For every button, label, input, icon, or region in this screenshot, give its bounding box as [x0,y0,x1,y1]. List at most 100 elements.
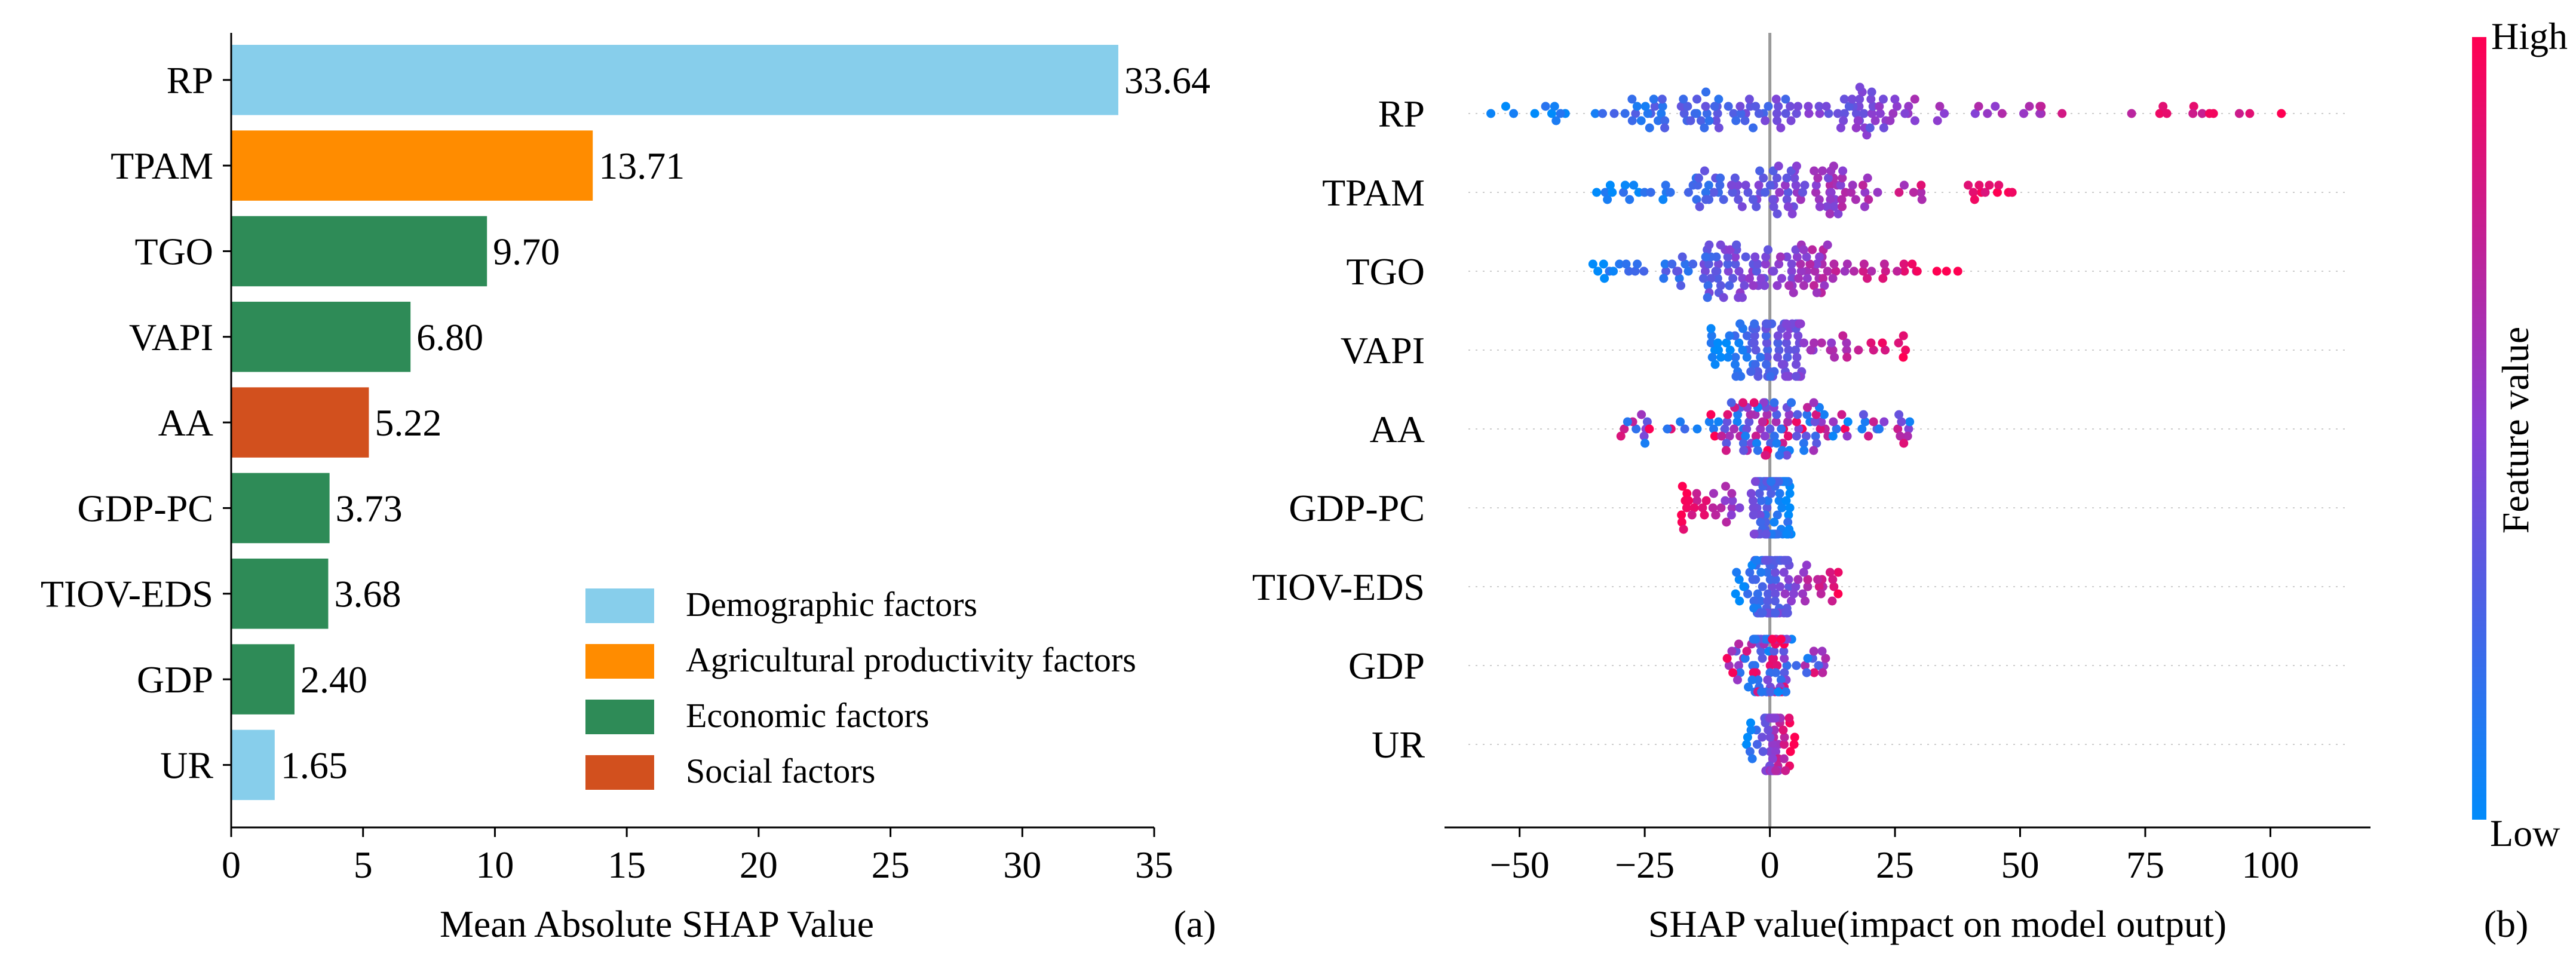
shap-dot-rp [1740,116,1750,125]
shap-dot-tpam [1692,195,1701,204]
shap-dot-gdp [1781,687,1790,697]
x-axis-title: SHAP value(impact on model output) [1648,903,2227,945]
shap-dot-ur [1758,732,1767,742]
shap-dot-rp [1888,109,1898,118]
shap-dot-tgo [1704,240,1714,250]
x-tick-label-0: −50 [1490,844,1550,886]
shap-dot-gdp-pc [1682,489,1692,498]
shap-dot-aa [1893,424,1903,434]
category-label-ur: UR [160,744,213,786]
shap-dot-tiov-eds [1825,568,1835,577]
shap-dot-tpam [1666,188,1675,197]
shap-dot-tpam [1826,188,1836,197]
shap-dot-aa [1741,431,1750,441]
shap-dot-vapi [1762,319,1771,329]
shap-dot-gdp-pc [1727,489,1737,498]
shap-dot-tiov-eds [1784,582,1794,591]
shap-dot-aa [1616,431,1626,441]
shap-dot-vapi [1750,331,1759,341]
shap-dot-gdp [1776,675,1786,685]
shap-dot-tgo [1630,266,1640,276]
shap-dot-rp [1865,123,1875,133]
category-label-tgo: TGO [134,230,213,272]
shap-dot-ur [1771,766,1780,775]
shap-dot-gdp-pc [1716,503,1726,513]
shap-dot-vapi [1810,338,1819,348]
shap-dot-vapi [1731,372,1741,381]
shap-dot-tiov-eds [1767,582,1777,591]
shap-dot-tgo [1725,245,1735,255]
shap-dot-ur [1770,725,1779,735]
shap-dot-tgo [1775,252,1785,262]
shap-dot-rp [2234,109,2244,118]
shap-dot-tpam [1772,209,1782,219]
shap-dot-rp [1870,116,1880,125]
shap-dot-vapi [1750,319,1759,329]
shap-dot-gdp-pc [1728,496,1737,505]
shap-dot-rp [1556,109,1565,118]
shap-dot-tgo [1701,252,1710,262]
shap-dot-tiov-eds [1758,608,1767,618]
shap-dot-tgo [1879,259,1889,269]
shap-dot-aa [1620,424,1629,434]
shap-dot-aa [1843,417,1853,427]
shap-dot-aa [1758,417,1767,427]
shap-dot-rp [1590,109,1600,118]
shap-dot-rp [1983,109,1992,118]
shap-dot-aa [1905,417,1915,427]
shap-dot-gdp [1792,661,1801,670]
shap-dot-aa [1783,417,1793,427]
shap-dot-aa [1692,424,1702,434]
shap-dot-tgo [1661,266,1671,276]
shap-dot-gdp-pc [1756,496,1766,505]
shap-dot-gdp [1768,634,1777,644]
shap-dot-tiov-eds [1828,575,1838,584]
shap-dot-aa [1793,410,1802,419]
x-tick-label-5: 25 [872,844,910,886]
shap-dot-aa [1732,417,1742,427]
x-tick-label-2: 10 [476,844,514,886]
shap-dot-tiov-eds [1781,608,1791,618]
shap-dot-ur [1780,732,1789,742]
shap-dot-tgo [1672,266,1682,276]
shap-dot-vapi [1842,352,1852,362]
shap-dot-rp [1879,123,1888,133]
shap-dot-vapi [1828,345,1838,355]
shap-dot-tgo [1828,274,1838,283]
shap-dot-gdp [1742,646,1752,656]
shap-dot-rp [1885,116,1895,125]
shap-dot-tgo [1706,274,1716,283]
bar-tpam [231,130,593,201]
shap-dot-vapi [1734,338,1744,348]
shap-dot-gdp [1749,668,1758,677]
shap-dot-tgo [1772,281,1782,290]
shap-dot-tiov-eds [1758,582,1767,591]
shap-dot-tiov-eds [1751,575,1761,584]
x-tick-label-7: 35 [1135,844,1173,886]
shap-dot-gdp [1770,646,1779,656]
shap-dot-tpam [1700,166,1709,176]
shap-dot-aa [1828,431,1838,441]
shap-dot-tpam [1743,188,1753,197]
shap-dot-tgo [1774,259,1784,269]
shap-dot-aa [1840,424,1850,434]
shap-dot-rp [1991,102,2000,111]
shap-dot-vapi [1901,345,1910,355]
shap-dot-tgo [1777,274,1786,283]
shap-dot-tgo [1760,281,1770,290]
shap-dot-rp [2155,109,2164,118]
x-tick-label-3: 15 [608,844,646,886]
shap-dot-tpam [1701,188,1710,197]
shap-dot-aa [1637,410,1646,419]
shap-dot-tgo [1745,274,1755,283]
shap-dot-gdp-pc [1781,477,1790,486]
shap-dot-gdp [1810,668,1819,677]
shap-dot-tpam [1899,180,1909,190]
shap-dot-aa [1792,431,1801,441]
shap-dot-gdp-pc [1781,496,1791,505]
shap-dot-aa [1784,410,1794,419]
shap-dot-rp [1729,109,1738,118]
shap-dot-tpam [1860,202,1869,211]
shap-dot-rp [2127,109,2136,118]
shap-dot-gdp [1766,687,1775,697]
